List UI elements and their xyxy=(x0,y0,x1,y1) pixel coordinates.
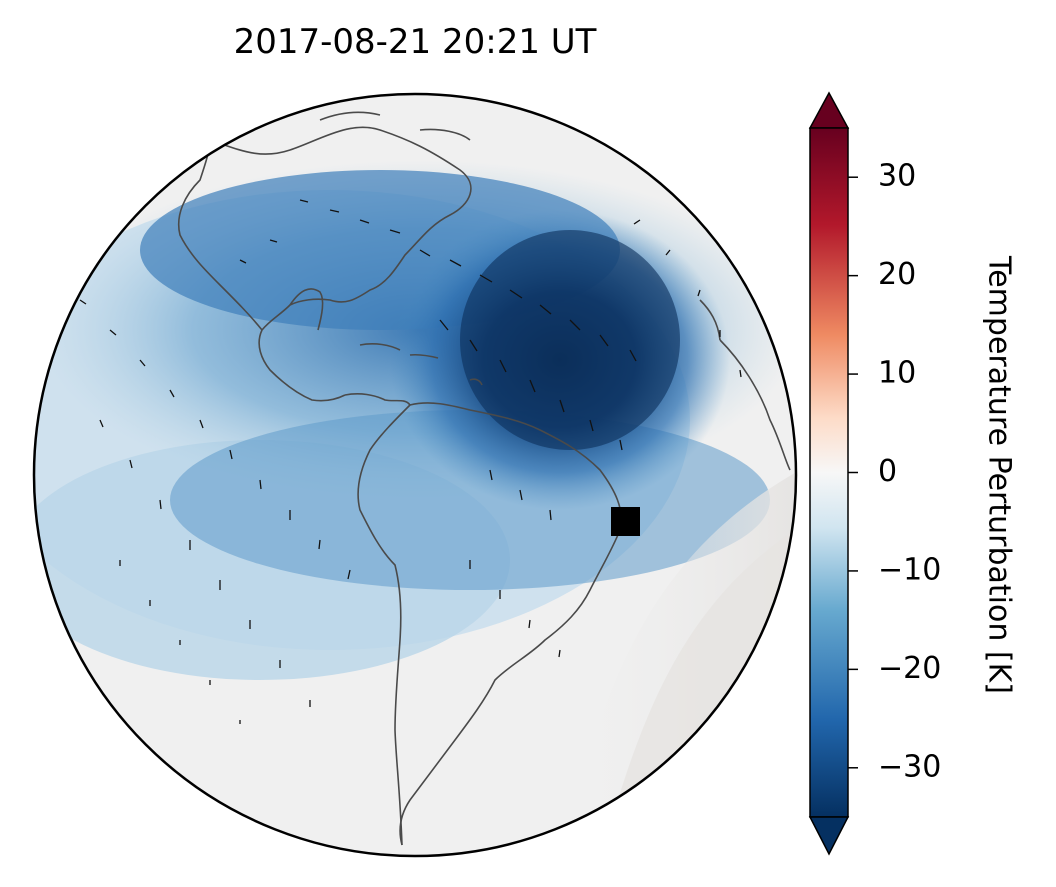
colorbar-extend-min xyxy=(808,816,850,856)
colorbar-label: Temperature Perturbation [K] xyxy=(982,255,1017,694)
colorbar-tick-label: 0 xyxy=(878,454,897,489)
colorbar-tick-label: 10 xyxy=(878,356,916,391)
colorbar-gradient xyxy=(809,127,849,818)
colorbar: 30 20 10 0 −10 −20 −30 Temperature Perturbatio… xyxy=(808,91,1017,856)
colorbar-tick-label: 30 xyxy=(878,159,916,194)
location-marker xyxy=(611,507,640,536)
colorbar-tick-label: −30 xyxy=(878,749,941,784)
map-title: 2017-08-21 20:21 UT xyxy=(233,22,597,62)
colorbar-tick-label: −20 xyxy=(878,651,941,686)
colorbar-extend-max xyxy=(808,91,850,129)
coastlines xyxy=(177,111,791,846)
wind-vectors xyxy=(79,199,742,724)
globe-outline xyxy=(32,92,798,858)
colorbar-tick-label: 20 xyxy=(878,257,916,292)
globe-field xyxy=(34,94,796,856)
colorbar-ticks: 30 20 10 0 −10 −20 −30 xyxy=(848,159,941,784)
colorbar-tick-label: −10 xyxy=(878,552,941,587)
